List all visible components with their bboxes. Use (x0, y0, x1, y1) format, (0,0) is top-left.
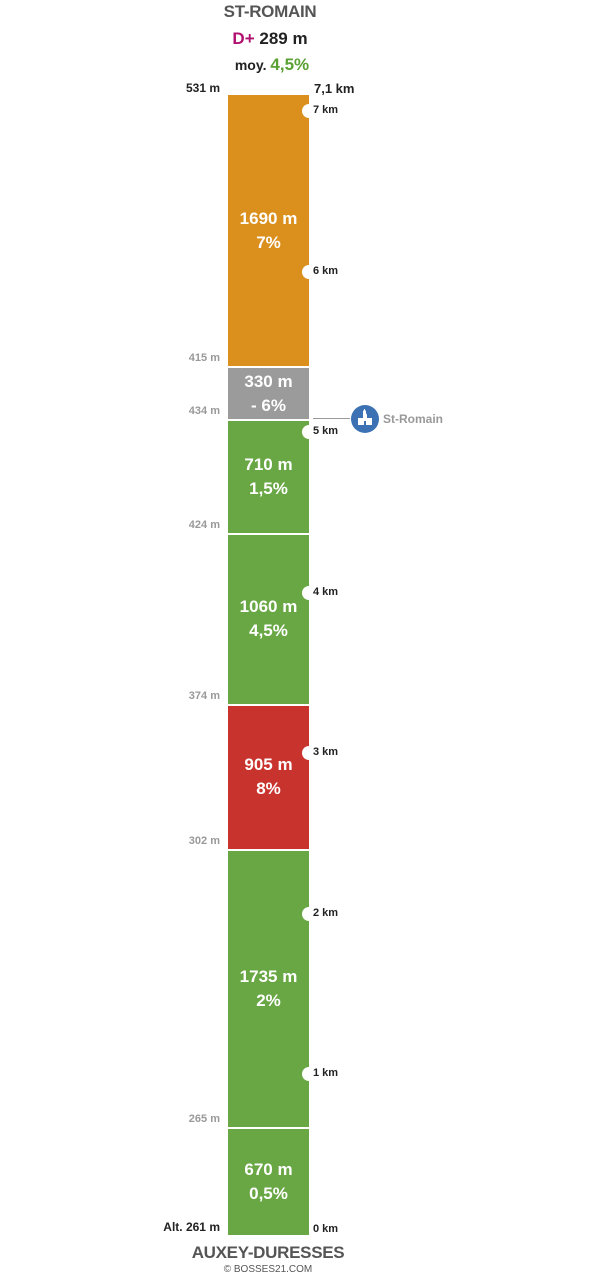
km-notch (302, 906, 316, 921)
km-notch (302, 264, 316, 279)
km-notch (302, 1067, 316, 1082)
copyright-text: © BOSSES21.COM (223, 1264, 313, 1275)
dplus-label: D+ (232, 29, 255, 48)
segment-label: 1690 m 7% (228, 207, 309, 255)
segment-length: 905 m (244, 755, 293, 775)
profile-segment: 1735 m 2% (228, 848, 309, 1128)
total-distance-label: 7,1 km (314, 81, 355, 96)
segment-grade: 1,5% (249, 479, 288, 499)
profile-segment: 1060 m 4,5% (228, 533, 309, 704)
profile-segment: 670 m 0,5% (228, 1127, 309, 1235)
km-notch (302, 585, 316, 600)
km-label: 1 km (313, 1067, 339, 1080)
climb-summit-name: ST-ROMAIN (223, 2, 317, 21)
segment-label: 710 m 1,5% (228, 453, 309, 501)
km-label: 2 km (313, 906, 339, 919)
km-label: 0 km (313, 1223, 339, 1235)
climb-start-name: AUXEY-DURESSES (191, 1243, 345, 1262)
km-label: 7 km (313, 104, 339, 117)
altitude-label: 434 m (188, 405, 220, 418)
segment-label: 1060 m 4,5% (228, 595, 309, 643)
segment-length: 1690 m (239, 208, 298, 228)
km-notch (302, 746, 316, 761)
elevation-gain: D+ 289 m (0, 29, 540, 49)
altitude-label: Alt. 261 m (163, 1220, 220, 1234)
poi-connector-line (313, 418, 350, 419)
altitude-label: 415 m (188, 352, 220, 365)
average-grade: moy. 4,5% (0, 55, 544, 75)
segment-label: 670 m 0,5% (228, 1158, 309, 1206)
altitude-label: 374 m (188, 689, 220, 702)
segment-grade: 7% (256, 232, 281, 252)
segment-label: 905 m 8% (228, 753, 309, 801)
segment-length: 1060 m (239, 597, 298, 617)
avg-label: moy. (234, 57, 267, 73)
poi-label: St-Romain (383, 412, 443, 426)
church-icon (351, 405, 379, 433)
altitude-label: 265 m (188, 1113, 220, 1126)
segment-grade: 2% (256, 991, 281, 1011)
altitude-label: 424 m (188, 519, 220, 532)
km-label: 3 km (313, 746, 339, 759)
summit-altitude-label: 531 m (185, 81, 220, 95)
avg-value: 4,5% (270, 55, 310, 74)
segment-grade: 4,5% (249, 621, 288, 641)
km-label: 4 km (313, 585, 339, 598)
segment-label: 330 m - 6% (228, 370, 309, 418)
segment-grade: 8% (256, 779, 281, 799)
segment-length: 330 m (244, 371, 293, 391)
profile-segment: 710 m 1,5% (228, 419, 309, 534)
dplus-value: 289 m (259, 29, 308, 48)
profile-segment: 1690 m 7% (228, 95, 309, 367)
km-label: 6 km (313, 264, 339, 277)
segment-label: 1735 m 2% (228, 965, 309, 1013)
km-notch (302, 104, 316, 119)
km-label: 5 km (313, 425, 339, 438)
altitude-label: 302 m (188, 834, 220, 847)
profile-segment: 905 m 8% (228, 703, 309, 849)
profile-segment: 330 m - 6% (228, 366, 309, 420)
segment-grade: - 6% (251, 395, 286, 415)
segment-length: 1735 m (239, 967, 298, 987)
segment-length: 670 m (244, 1160, 293, 1180)
segment-grade: 0,5% (249, 1184, 288, 1204)
segment-length: 710 m (244, 455, 293, 475)
km-notch (302, 425, 316, 440)
